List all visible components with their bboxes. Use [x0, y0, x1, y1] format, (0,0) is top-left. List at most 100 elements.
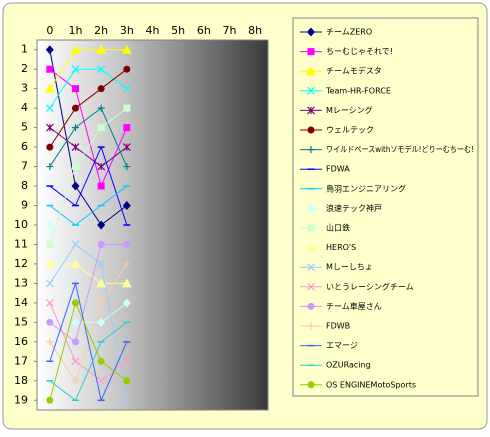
- marker: [123, 124, 131, 132]
- marker: [122, 84, 131, 93]
- marker: [45, 298, 54, 307]
- y-tick-label: 3: [21, 82, 28, 95]
- marker: [123, 104, 131, 112]
- x-tick-label: 3h: [120, 24, 134, 37]
- y-tick-label: 16: [14, 335, 28, 348]
- x-tick-label: 4h: [146, 24, 160, 37]
- marker: [44, 83, 55, 93]
- legend-label: HERO'S: [326, 243, 356, 252]
- y-tick-label: 6: [21, 140, 28, 153]
- marker: [123, 65, 131, 73]
- marker: [45, 220, 54, 230]
- marker: [44, 258, 55, 268]
- marker: [97, 317, 106, 327]
- y-tick-label: 7: [21, 160, 28, 173]
- legend-label: Team-HR-FORCE: [325, 86, 391, 95]
- legend-marker: [306, 66, 316, 76]
- y-tick-label: 10: [14, 218, 28, 231]
- y-tick-label: 1: [21, 43, 28, 56]
- legend-label: FDWA: [326, 165, 350, 174]
- y-tick-label: 8: [21, 179, 28, 192]
- marker: [72, 104, 79, 112]
- legend-label: Mしーしちょ: [326, 263, 373, 272]
- series-line: [49, 49, 128, 226]
- marker: [45, 279, 54, 288]
- y-tick-label: 4: [21, 101, 28, 114]
- legend-marker: [307, 106, 315, 115]
- series-line: [49, 127, 128, 168]
- x-tick-label: 6h: [197, 24, 211, 37]
- x-tick-label: 1h: [69, 24, 83, 37]
- series-line: [49, 145, 128, 226]
- marker: [46, 318, 54, 326]
- marker: [123, 377, 131, 385]
- legend-marker: [307, 48, 315, 56]
- legend-marker: [307, 263, 315, 272]
- marker: [97, 376, 106, 385]
- x-tick-label: 0: [46, 24, 53, 37]
- marker: [46, 143, 54, 151]
- marker: [45, 123, 54, 132]
- series-line: [49, 224, 128, 323]
- legend: [292, 17, 479, 397]
- y-tick-label: 12: [14, 257, 28, 270]
- marker: [71, 181, 80, 191]
- y-tick-label: 9: [21, 199, 28, 212]
- marker: [123, 163, 131, 171]
- legend-label: ウェルテック: [326, 126, 374, 135]
- marker: [72, 163, 79, 171]
- marker: [122, 396, 131, 405]
- legend-label: エマージ: [326, 341, 358, 350]
- legend-label: FDWB: [326, 322, 350, 331]
- legend-label: チームZERO: [326, 28, 372, 37]
- series-line: [49, 321, 128, 402]
- legend-label: OS ENGINEMotoSports: [326, 380, 416, 389]
- marker: [122, 298, 131, 308]
- marker: [97, 104, 105, 112]
- legend-label: 浪速テック神戸: [326, 203, 382, 213]
- y-tick-label: 17: [14, 354, 28, 367]
- marker: [71, 65, 80, 74]
- marker: [72, 124, 79, 132]
- marker: [97, 260, 106, 268]
- y-tick-label: 14: [14, 296, 28, 309]
- marker: [121, 44, 132, 54]
- series-line: [49, 68, 128, 148]
- marker: [46, 240, 54, 248]
- legend-marker: [307, 381, 315, 389]
- y-tick-label: 13: [14, 276, 28, 289]
- marker: [97, 124, 105, 132]
- marker: [122, 201, 131, 211]
- marker: [97, 162, 106, 171]
- marker: [96, 278, 107, 288]
- legend-marker: [307, 203, 315, 213]
- marker: [72, 377, 79, 385]
- legend-marker: [307, 146, 315, 154]
- legend-marker: [307, 27, 315, 37]
- marker: [71, 317, 80, 327]
- legend-marker: [307, 224, 315, 232]
- legend-label: Mレーシング: [326, 105, 373, 115]
- series-line: [49, 107, 128, 245]
- x-tick-label: 7h: [223, 24, 237, 37]
- y-tick-label: 11: [14, 237, 28, 250]
- marker: [97, 357, 105, 365]
- legend-marker: [306, 242, 316, 252]
- y-tick-label: 19: [14, 393, 28, 406]
- marker: [70, 258, 81, 268]
- x-tick-label: 5h: [171, 24, 185, 37]
- y-tick-label: 15: [14, 315, 28, 328]
- marker: [123, 240, 131, 248]
- legend-label: ワイルドペースwithソモデル!どりーむちーむ!: [326, 144, 474, 154]
- y-tick-label: 18: [14, 374, 28, 387]
- marker: [122, 143, 131, 152]
- marker: [46, 163, 54, 171]
- marker: [46, 396, 54, 404]
- marker: [72, 299, 79, 307]
- marker: [72, 85, 79, 93]
- marker: [72, 338, 79, 346]
- marker: [121, 278, 132, 288]
- marker: [97, 240, 105, 248]
- marker: [123, 260, 131, 268]
